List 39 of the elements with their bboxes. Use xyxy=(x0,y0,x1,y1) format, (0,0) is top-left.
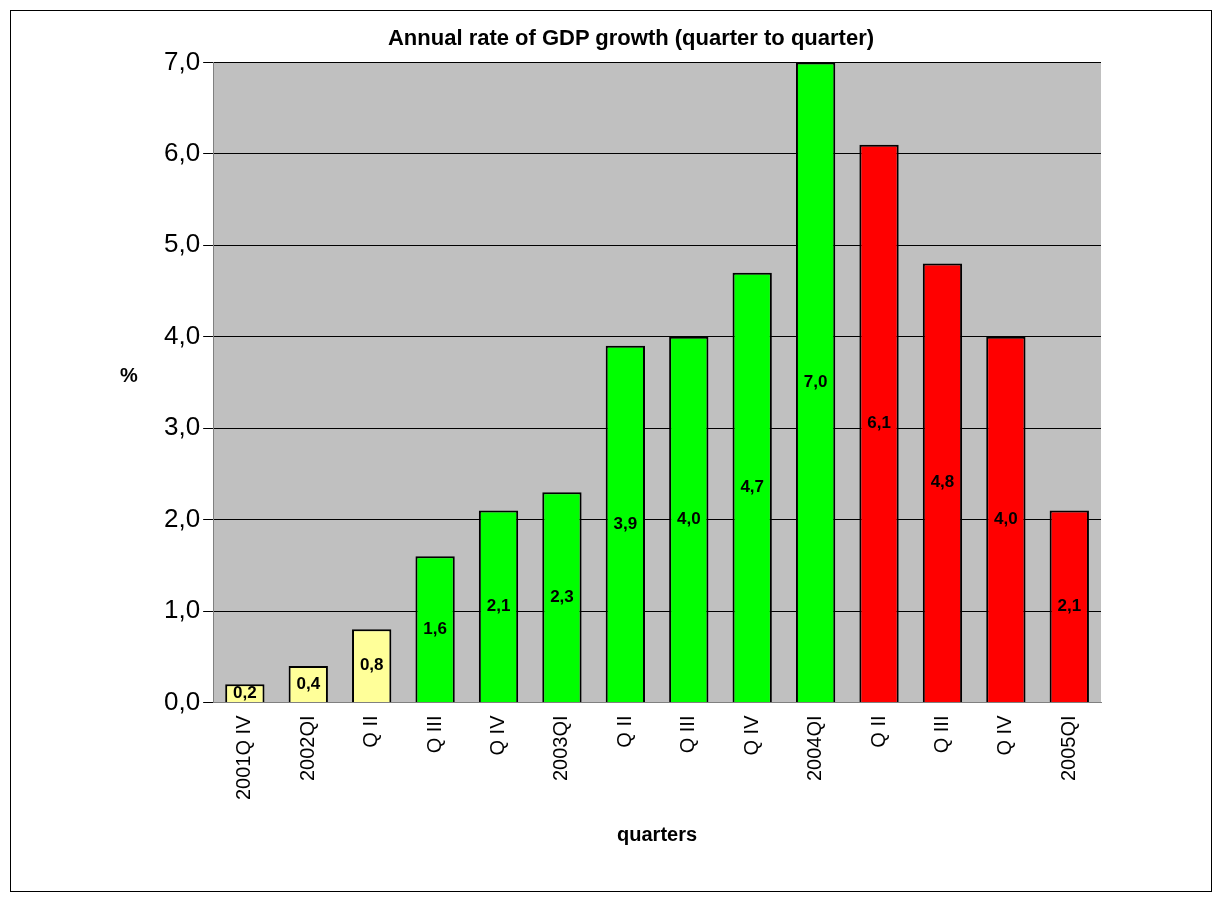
y-axis-title: % xyxy=(120,364,139,387)
data-label: 4,0 xyxy=(994,509,1018,529)
data-label: 4,8 xyxy=(930,472,955,492)
data-label: 0,4 xyxy=(296,673,321,693)
y-tick-label: 2,0 xyxy=(163,502,201,533)
data-label: 4,7 xyxy=(740,477,765,497)
y-tick-label: 0,0 xyxy=(163,685,201,716)
x-tick-label: Q II xyxy=(866,715,889,748)
y-tick-label: 3,0 xyxy=(163,411,201,442)
y-tick-label: 1,0 xyxy=(163,594,201,625)
x-tick-label: Q III xyxy=(929,715,952,754)
y-tick-label: 4,0 xyxy=(163,319,201,350)
x-axis-title: quarters xyxy=(617,822,698,845)
data-label: 6,1 xyxy=(867,413,891,433)
data-label: 0,2 xyxy=(233,682,257,702)
data-label: 0,8 xyxy=(359,655,384,675)
data-label: 7,0 xyxy=(803,371,828,391)
y-tick-label: 7,0 xyxy=(163,45,201,76)
y-tick-label: 5,0 xyxy=(163,228,201,259)
x-tick-label: Q IV xyxy=(993,714,1016,756)
data-label: 1,6 xyxy=(423,618,447,638)
x-tick-label: Q IV xyxy=(486,714,509,756)
x-tick-label: 2004QI xyxy=(803,715,826,782)
x-tick-label: Q III xyxy=(676,715,699,754)
data-label: 2,1 xyxy=(1057,595,1082,615)
x-tick-label: 2005QI xyxy=(1056,715,1079,782)
data-label: 2,3 xyxy=(550,586,574,606)
data-label: 2,1 xyxy=(486,595,511,615)
data-label: 4,0 xyxy=(676,509,701,529)
y-tick-label: 6,0 xyxy=(163,137,201,168)
data-label: 3,9 xyxy=(613,513,638,533)
x-tick-label: Q II xyxy=(612,715,635,748)
x-tick-label: Q II xyxy=(359,715,382,748)
x-tick-label: Q III xyxy=(422,715,445,754)
x-tick-label: 2001Q IV xyxy=(232,714,255,801)
x-tick-label: 2003QI xyxy=(549,715,572,782)
x-tick-label: Q IV xyxy=(739,714,762,756)
x-tick-label: 2002QI xyxy=(295,715,318,782)
chart-title: Annual rate of GDP growth (quarter to quarter) xyxy=(387,25,875,51)
